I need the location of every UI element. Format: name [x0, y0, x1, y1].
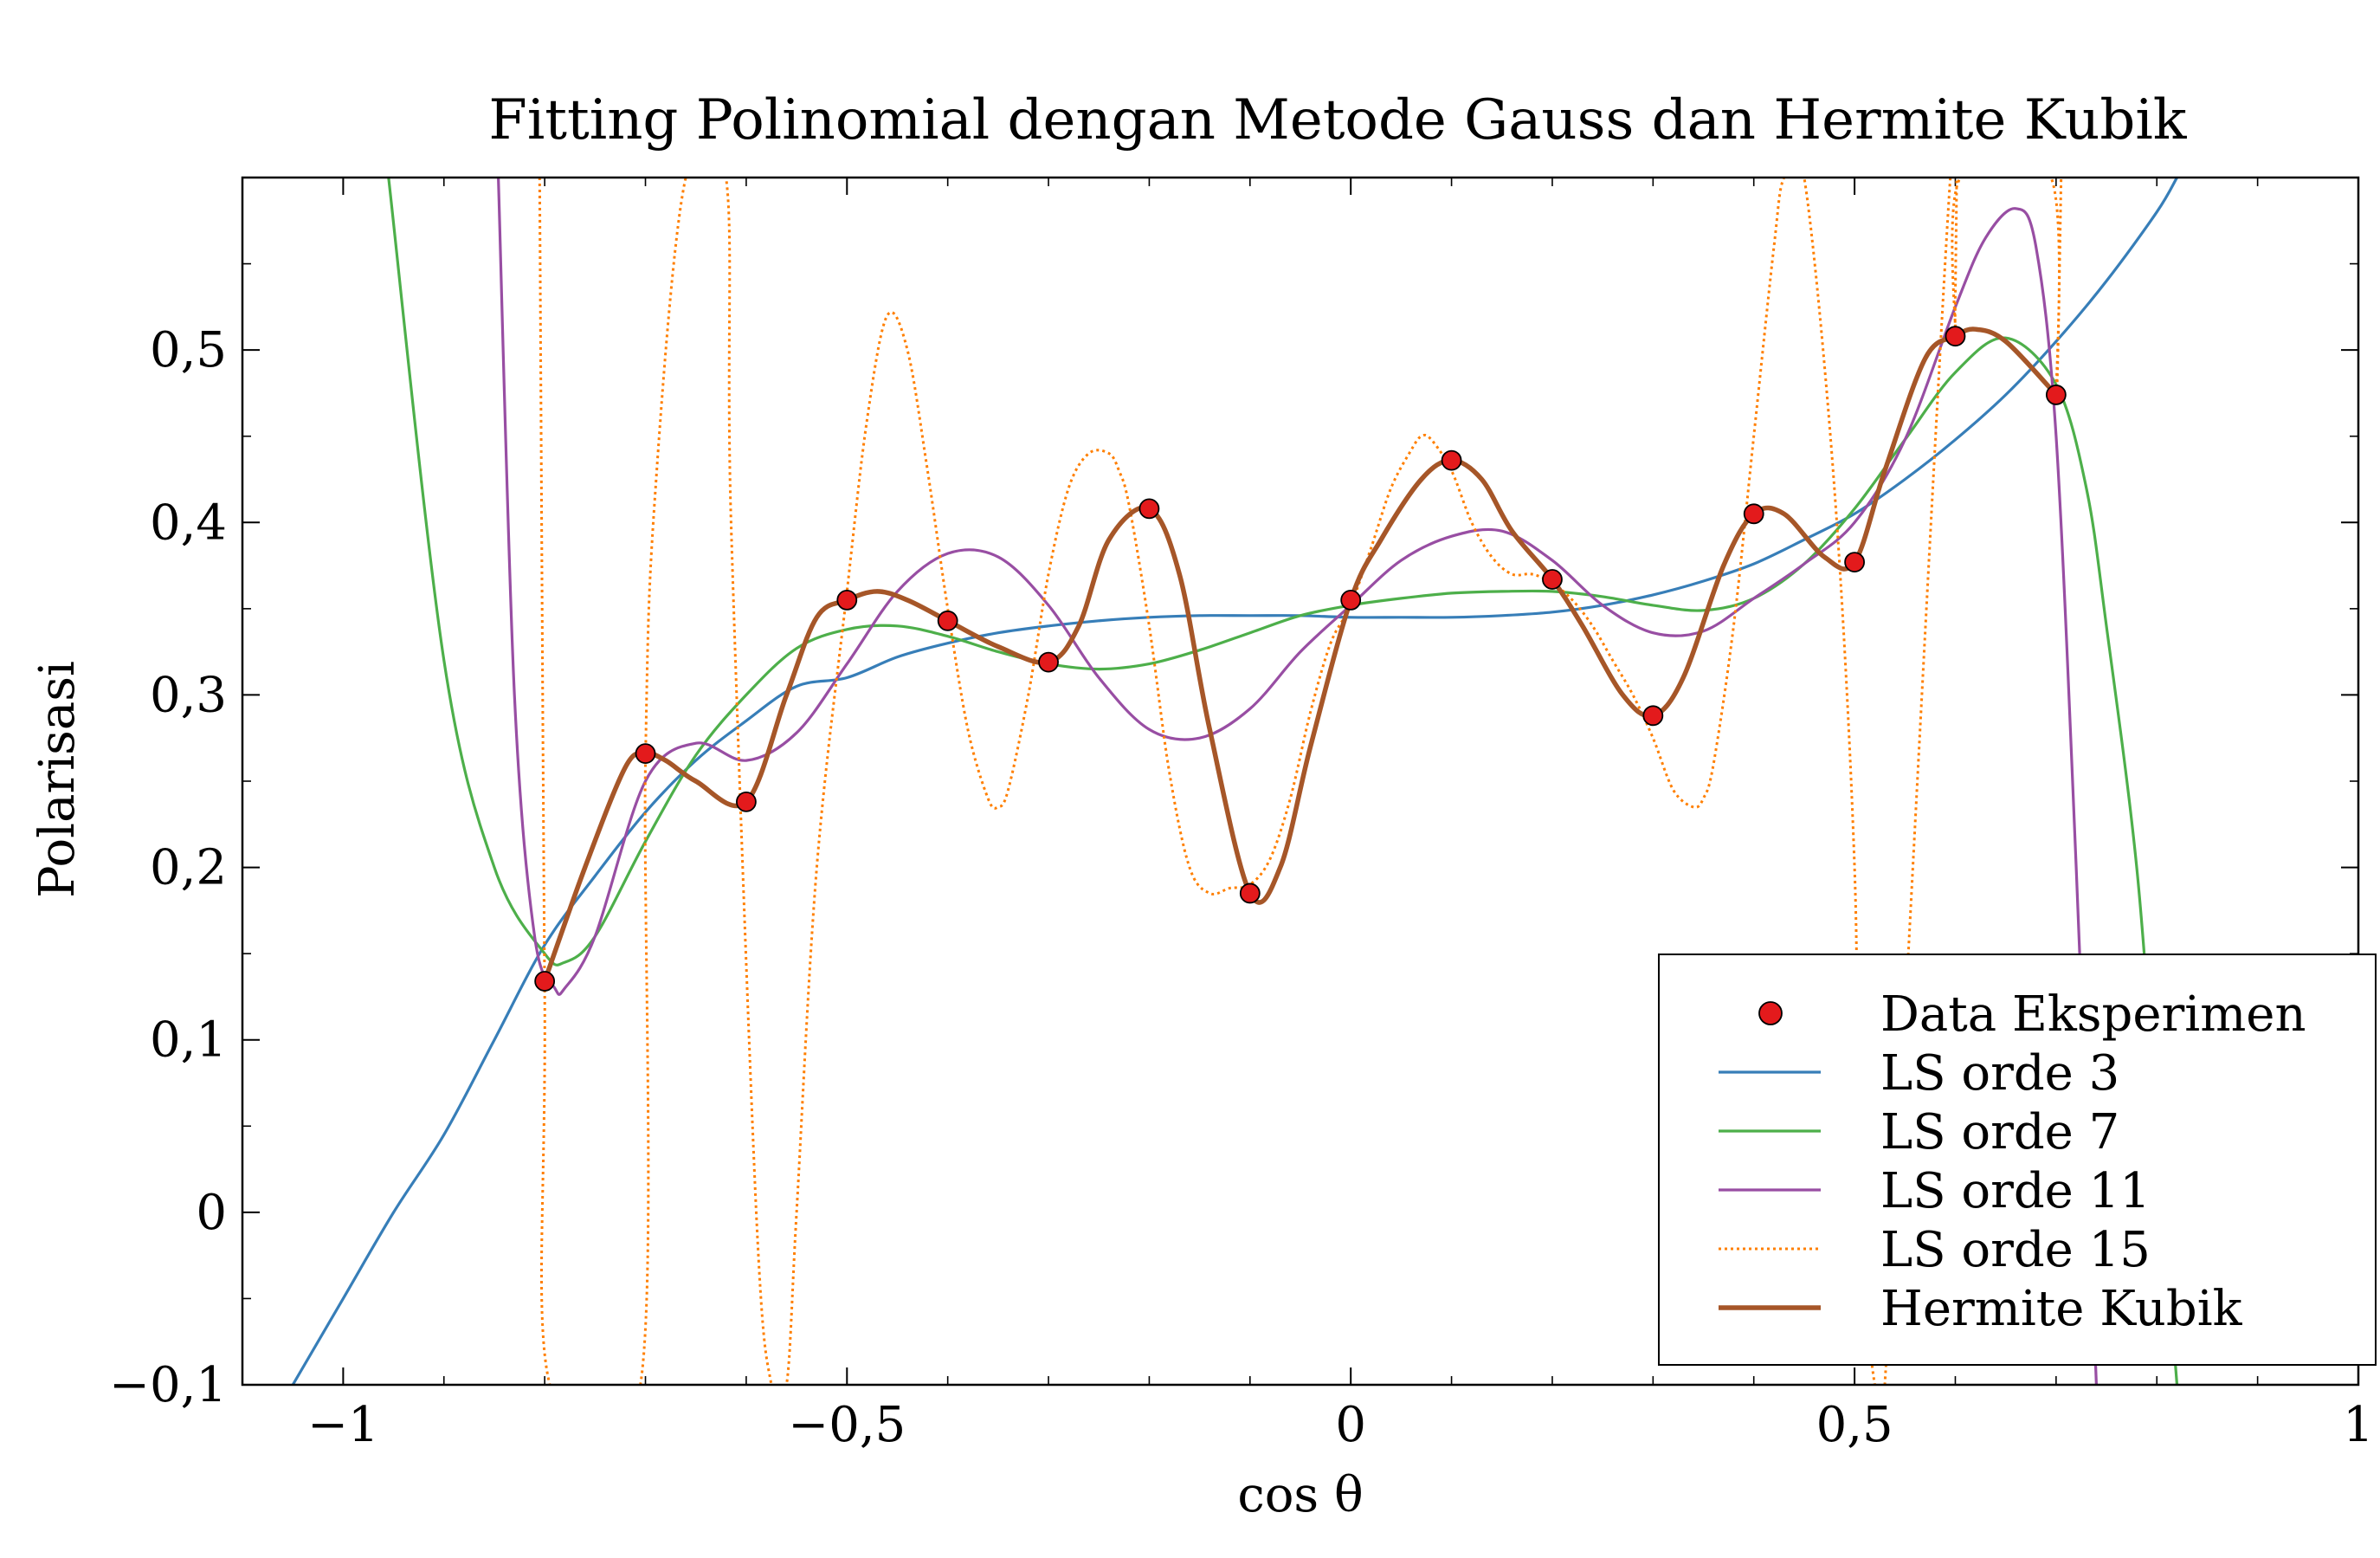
- y-tick-label: 0: [196, 1185, 227, 1241]
- data-point: [1441, 449, 1462, 471]
- data-point: [1743, 503, 1764, 525]
- x-tick-label: −0,5: [788, 1397, 906, 1453]
- y-tick-label: −0,1: [109, 1357, 227, 1413]
- data-point: [534, 971, 556, 992]
- data-point: [1239, 882, 1261, 904]
- legend-marker: [1758, 1001, 1783, 1025]
- data-point: [736, 791, 757, 812]
- data-point: [1945, 326, 1966, 347]
- x-tick-label: −1: [307, 1397, 379, 1453]
- legend-label: LS orde 11: [1880, 1163, 2151, 1219]
- x-tick-label: 0: [1335, 1397, 1366, 1453]
- y-tick-label: 0,5: [150, 322, 227, 378]
- legend-label: LS orde 15: [1880, 1222, 2151, 1278]
- data-point: [1138, 498, 1160, 520]
- series-line-ls-orde-3: [291, 178, 2178, 1385]
- y-tick-label: 0,4: [150, 495, 227, 551]
- x-tick-label: 0,5: [1816, 1397, 1893, 1453]
- x-axis: −1 −0,5 0 0,5 1: [242, 178, 2374, 1453]
- data-point: [1340, 590, 1362, 611]
- x-tick-label: 1: [2343, 1397, 2374, 1453]
- y-tick-label: 0,3: [150, 667, 227, 723]
- data-point: [937, 610, 958, 631]
- y-tick-label: 0,1: [150, 1012, 227, 1069]
- data-point: [1844, 552, 1865, 572]
- data-point: [1542, 569, 1563, 590]
- y-axis: −0,1 0 0,1 0,2 0,3 0,4 0,5: [109, 262, 2358, 1413]
- chart-title: Fitting Polinomial dengan Metode Gauss d…: [488, 88, 2187, 152]
- legend-box: [1658, 954, 2377, 1366]
- data-points: [534, 326, 2067, 992]
- data-point: [635, 743, 656, 765]
- series-line-ls-orde-11: [497, 178, 2098, 1385]
- y-axis-label: Polarisasi: [29, 661, 86, 898]
- legend-label: LS orde 3: [1880, 1045, 2119, 1102]
- y-tick-label: 0,2: [150, 840, 227, 896]
- data-point: [1038, 651, 1059, 673]
- data-point: [2045, 385, 2067, 405]
- legend-label: LS orde 7: [1880, 1104, 2119, 1160]
- legend-label: Data Eksperimen: [1880, 986, 2306, 1043]
- plot-frame: [241, 176, 2360, 1387]
- data-point: [1642, 705, 1664, 727]
- series-line-hermite-kubik: [542, 326, 2058, 982]
- legend-label: Hermite Kubik: [1880, 1281, 2243, 1337]
- data-point: [836, 590, 858, 611]
- x-axis-label: cos θ: [1237, 1467, 1363, 1523]
